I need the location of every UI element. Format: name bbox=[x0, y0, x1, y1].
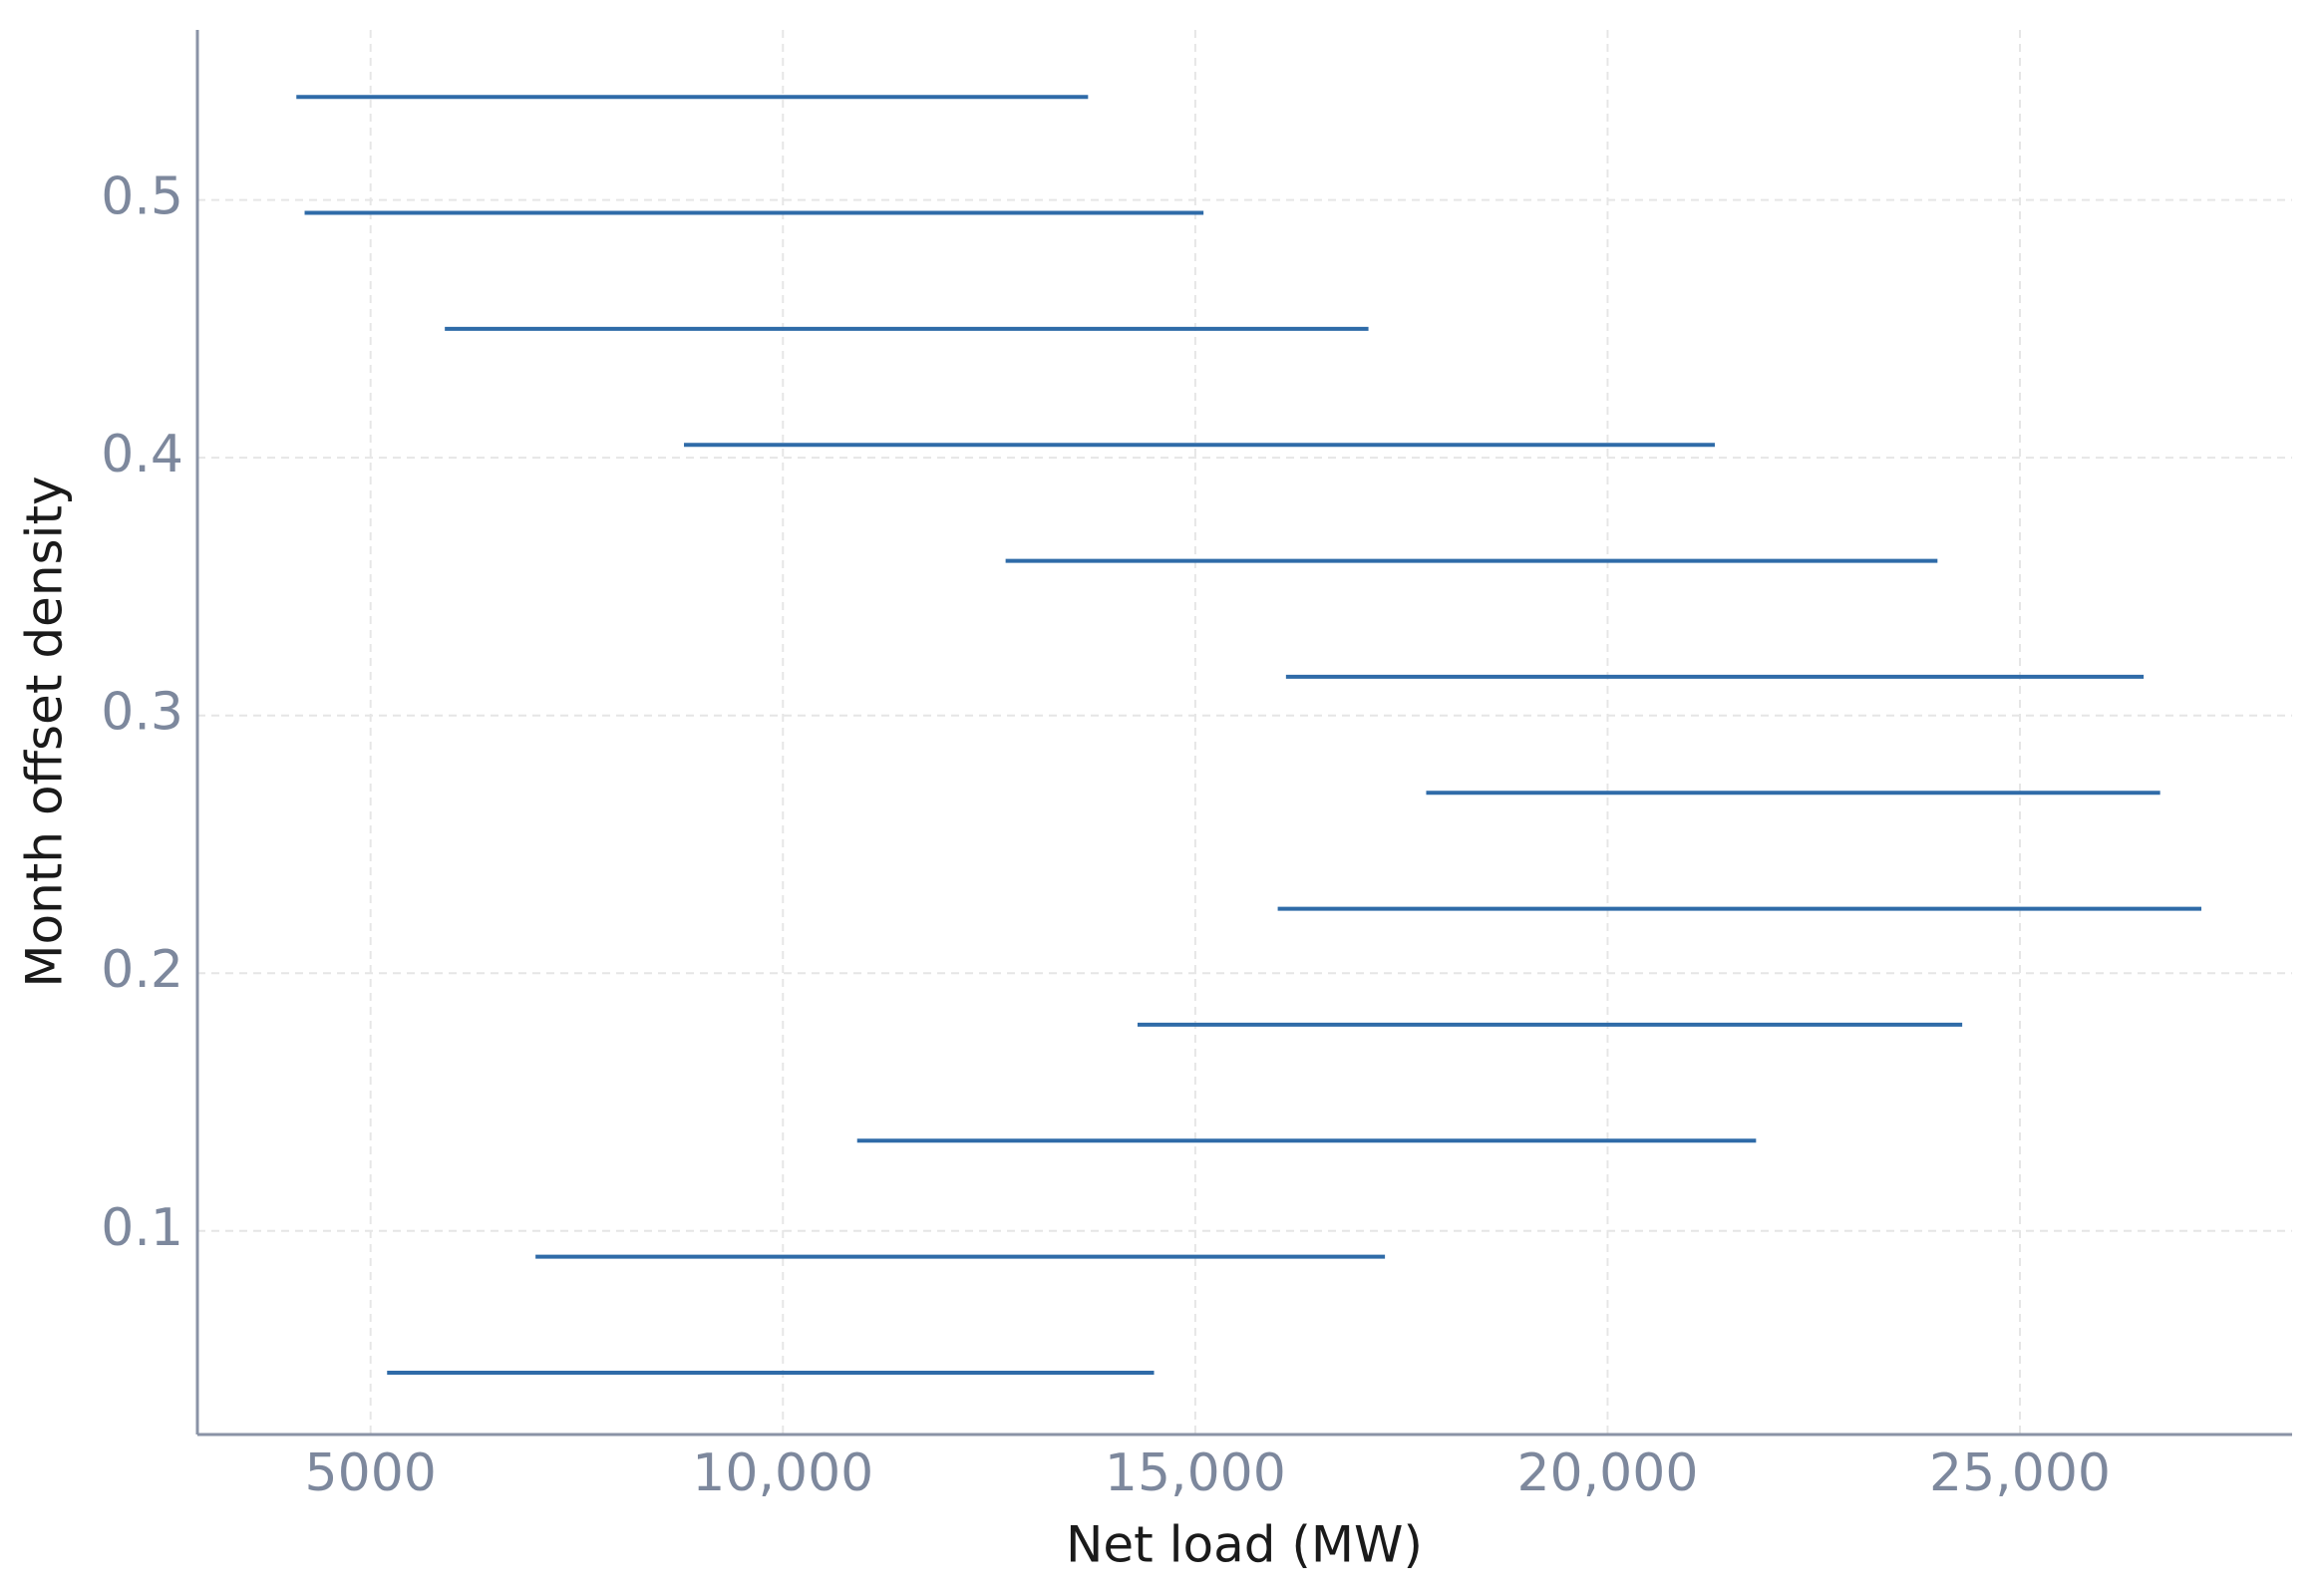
y-tick-label: 0.4 bbox=[101, 425, 183, 484]
x-tick-label: 20,000 bbox=[1516, 1443, 1698, 1503]
x-axis-label: Net load (MW) bbox=[1066, 1516, 1423, 1574]
y-tick-label: 0.1 bbox=[101, 1198, 183, 1258]
x-tick-label: 15,000 bbox=[1105, 1443, 1286, 1503]
y-axis-label: Month offset density bbox=[16, 476, 74, 987]
x-tick-label: 25,000 bbox=[1929, 1443, 2111, 1503]
x-tick-label: 10,000 bbox=[692, 1443, 873, 1503]
y-tick-label: 0.3 bbox=[101, 683, 183, 743]
y-tick-label: 0.5 bbox=[101, 167, 183, 227]
x-tick-label: 5000 bbox=[305, 1443, 437, 1503]
y-tick-label: 0.2 bbox=[101, 940, 183, 1000]
